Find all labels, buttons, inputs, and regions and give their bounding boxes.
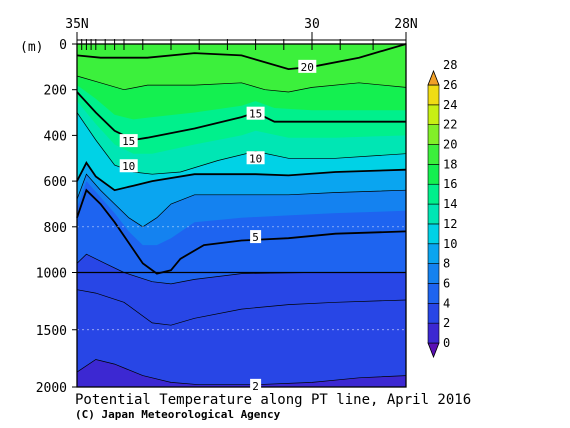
plot-border xyxy=(76,43,407,388)
colorbar-swatch xyxy=(427,223,440,245)
colorbar-swatch xyxy=(427,124,440,145)
contour-label: 10 xyxy=(122,160,135,173)
contour-label: 20 xyxy=(301,61,314,74)
y-tick-label: 0 xyxy=(59,38,67,53)
y-unit-label: (m) xyxy=(20,40,43,55)
y-tick-label: 1500 xyxy=(36,324,67,339)
isotherm-8 xyxy=(76,173,407,228)
x-tick-label: 28N xyxy=(394,17,417,32)
colorbar-label: 24 xyxy=(443,98,457,112)
chart-title: Potential Temperature along PT line, Apr… xyxy=(75,392,471,408)
band-2 xyxy=(77,359,406,387)
plot-frame xyxy=(76,43,407,388)
colorbar-label: 22 xyxy=(443,118,457,132)
y-tick-label: 1000 xyxy=(36,267,67,282)
colorbar-swatch xyxy=(427,183,440,205)
colorbar-label: 28 xyxy=(443,58,457,72)
isotherm-10 xyxy=(76,161,407,192)
y-tick-label: 800 xyxy=(44,221,67,236)
contour-label-bg xyxy=(246,151,265,165)
x-tick-label: 30 xyxy=(304,17,320,32)
colorbar-swatch xyxy=(427,84,440,106)
colorbar-label: 8 xyxy=(443,257,450,271)
colorbar-label: 14 xyxy=(443,197,457,211)
temperature-field xyxy=(77,44,406,387)
contour-label-bg xyxy=(250,230,262,244)
y-tick-label: 600 xyxy=(44,175,67,190)
x-tick-label: 35N xyxy=(65,17,88,32)
colorbar-swatch xyxy=(427,283,440,304)
contour-labels: 20 15 15 10 10 5 2 xyxy=(119,59,317,393)
credit-line: (C) Japan Meteorological Agency xyxy=(75,408,281,421)
colorbar-label: 6 xyxy=(443,276,450,290)
colorbar-swatch xyxy=(427,164,440,185)
isotherm-20 xyxy=(76,43,407,71)
isotherm-2 xyxy=(76,359,407,386)
isotherm-18 xyxy=(76,75,407,93)
contour-label: 2 xyxy=(252,380,259,393)
isotherm-lines xyxy=(76,43,407,386)
colorbar-label: 4 xyxy=(443,296,450,310)
contour-label: 10 xyxy=(249,152,262,165)
contour-label: 5 xyxy=(252,231,259,244)
y-tick-label: 2000 xyxy=(36,381,67,396)
colorbar-swatch xyxy=(427,303,440,324)
colorbar-label: 26 xyxy=(443,78,457,92)
colorbar-swatch xyxy=(427,322,440,344)
contour-label-bg xyxy=(119,159,138,173)
contour-label: 15 xyxy=(249,108,262,121)
isotherm-15 xyxy=(76,91,406,141)
contour-label-bg xyxy=(250,378,262,392)
colorbar-swatch xyxy=(427,243,440,264)
colorbar-label: 12 xyxy=(443,217,457,231)
colorbar-low-end xyxy=(427,342,440,359)
colorbar-high-end xyxy=(427,69,440,86)
contour-label: 15 xyxy=(122,135,135,148)
colorbar-label: 0 xyxy=(443,336,450,350)
colorbar-swatch xyxy=(427,144,440,165)
colorbar-swatch xyxy=(427,263,440,284)
colorbar-label: 2 xyxy=(443,316,450,330)
isotherm-12 xyxy=(76,112,407,175)
y-tick-label: 200 xyxy=(44,84,67,99)
band-4 xyxy=(77,254,406,387)
contour-label-bg xyxy=(246,106,265,120)
colorbar-label: 10 xyxy=(443,237,457,251)
colorbar-label: 20 xyxy=(443,138,457,152)
y-axis: 0 200 400 600 800 1000 1500 2000 xyxy=(36,38,77,396)
y-tick-label: 400 xyxy=(44,129,67,144)
contour-label-bg xyxy=(119,134,138,148)
colorbar-swatch xyxy=(427,104,440,125)
colorbar-label: 18 xyxy=(443,157,457,171)
x-axis: 35N 30 28N xyxy=(65,17,418,50)
colorbar-label: 16 xyxy=(443,177,457,191)
contour-label-bg xyxy=(298,59,317,73)
colorbar-swatch xyxy=(427,203,440,225)
isotherm-3 xyxy=(76,289,407,326)
